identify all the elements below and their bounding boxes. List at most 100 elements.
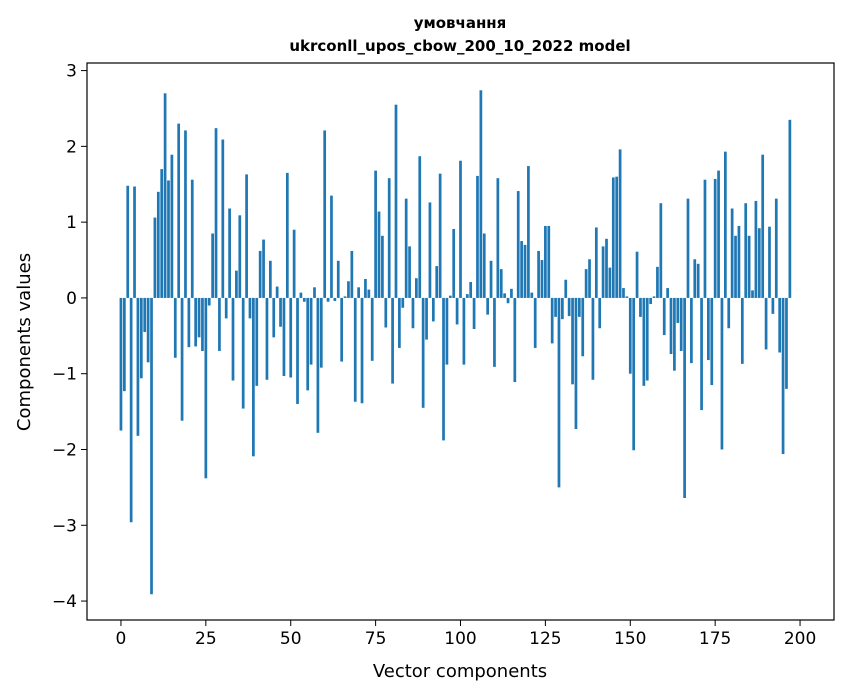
bar-153 [639, 297, 642, 317]
bar-30 [221, 139, 225, 298]
bar-10 [153, 217, 157, 298]
bar-162 [669, 297, 673, 355]
bar-185 [747, 235, 751, 298]
bar-170 [696, 263, 700, 298]
bar-84 [404, 198, 408, 298]
bar-182 [737, 225, 741, 298]
bar-132 [567, 297, 571, 317]
bar-83 [401, 297, 405, 308]
bar-124 [540, 260, 544, 298]
bar-15 [170, 154, 174, 298]
bar-85 [408, 246, 411, 298]
bar-135 [577, 297, 581, 317]
bar-177 [720, 297, 724, 450]
bar-123 [537, 250, 540, 298]
bar-75 [374, 170, 377, 298]
x-tick-label: 0 [116, 629, 127, 649]
bar-99 [455, 297, 459, 325]
bar-190 [764, 297, 768, 350]
bar-4 [133, 186, 136, 298]
bar-95 [442, 297, 445, 441]
bar-119 [523, 244, 527, 298]
bar-174 [710, 297, 714, 386]
bar-152 [635, 251, 639, 298]
bar-35 [238, 215, 242, 298]
bar-116 [513, 297, 517, 383]
bar-128 [554, 297, 557, 317]
bar-60 [323, 130, 327, 298]
bar-172 [703, 179, 707, 298]
bar-189 [761, 154, 765, 298]
x-tick-label: 150 [614, 629, 646, 649]
bar-101 [462, 297, 466, 365]
x-tick-label: 100 [444, 629, 476, 649]
bar-160 [662, 297, 666, 336]
bar-193 [774, 198, 778, 298]
x-axis-label: Vector components [373, 661, 547, 682]
bar-121 [530, 292, 534, 298]
chart-subtitle: ukrconll_upos_cbow_200_10_2022 model [289, 37, 630, 55]
bar-126 [547, 225, 551, 298]
bar-3 [129, 297, 133, 523]
bar-29 [218, 297, 221, 351]
bar-16 [173, 297, 177, 358]
bar-188 [757, 228, 761, 298]
y-tick-label: −4 [52, 592, 77, 612]
y-tick-label: 1 [66, 213, 77, 233]
bar-191 [768, 226, 771, 298]
bar-33 [231, 297, 235, 381]
bar-13 [163, 93, 167, 298]
bar-110 [493, 297, 496, 367]
bar-165 [679, 297, 683, 351]
bar-6 [139, 297, 143, 379]
bar-125 [544, 225, 547, 298]
bar-139 [591, 297, 595, 380]
bar-111 [496, 178, 500, 298]
bar-66 [343, 296, 347, 298]
bar-9 [150, 297, 153, 595]
bar-194 [778, 297, 782, 353]
bar-74 [370, 297, 374, 361]
bar-17 [177, 123, 181, 298]
bar-113 [503, 293, 506, 298]
bar-147 [618, 149, 622, 298]
bar-88 [418, 156, 422, 298]
bar-178 [723, 151, 727, 298]
bar-71 [360, 297, 364, 404]
bar-72 [364, 278, 367, 298]
x-tick-label: 200 [784, 629, 816, 649]
bar-112 [499, 269, 503, 298]
bar-144 [608, 267, 612, 298]
bar-171 [700, 297, 703, 411]
bar-94 [438, 173, 442, 298]
bar-21 [190, 179, 194, 298]
bar-155 [645, 297, 649, 381]
bar-181 [734, 235, 737, 298]
bar-80 [391, 297, 394, 384]
bar-97 [448, 295, 452, 298]
bar-105 [476, 175, 479, 298]
bar-38 [248, 297, 252, 319]
bar-54 [302, 297, 306, 302]
bar-183 [740, 297, 744, 364]
bar-168 [690, 297, 693, 364]
bar-53 [299, 292, 303, 298]
bar-173 [707, 297, 710, 361]
x-tick-label: 125 [529, 629, 561, 649]
bar-51 [292, 229, 296, 298]
bar-70 [357, 287, 360, 298]
bar-44 [268, 260, 272, 298]
bar-157 [652, 296, 656, 298]
bar-50 [289, 297, 293, 378]
x-axis-ticks: 0 25 50 75 100 125 150 175 200 [116, 620, 816, 649]
bar-142 [601, 246, 605, 298]
bar-90 [425, 297, 428, 340]
bar-133 [571, 297, 574, 385]
bar-187 [754, 200, 758, 298]
bar-130 [561, 297, 564, 320]
bar-27 [211, 233, 214, 298]
bar-175 [713, 178, 717, 298]
bar-19 [184, 130, 187, 298]
bar-31 [224, 297, 228, 319]
bar-92 [431, 297, 435, 322]
